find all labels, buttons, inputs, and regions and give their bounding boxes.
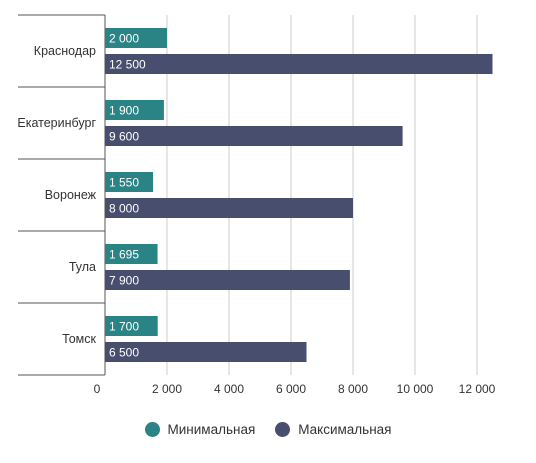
data-label: 1 900 bbox=[109, 104, 139, 118]
legend-item-max: Максимальная bbox=[275, 422, 392, 437]
legend-swatch-max bbox=[275, 422, 291, 437]
data-label: 8 000 bbox=[109, 202, 139, 216]
x-tick-label: 2 000 bbox=[152, 382, 182, 396]
x-tick-label: 12 000 bbox=[459, 382, 496, 396]
data-label: 6 500 bbox=[109, 346, 139, 360]
bar-min bbox=[105, 100, 164, 120]
data-label: 1 550 bbox=[109, 176, 139, 190]
category-label: Екатеринбург bbox=[17, 116, 96, 130]
legend-swatch-min bbox=[144, 422, 160, 437]
bar-min bbox=[105, 244, 158, 264]
bar-min bbox=[105, 316, 158, 336]
data-label: 1 700 bbox=[109, 320, 139, 334]
data-label: 12 500 bbox=[109, 58, 146, 72]
category-label: Тула bbox=[69, 260, 96, 274]
bar-max bbox=[105, 126, 403, 146]
bar-max bbox=[105, 54, 493, 74]
data-label: 9 600 bbox=[109, 130, 139, 144]
x-tick-label: 10 000 bbox=[397, 382, 434, 396]
data-label: 7 900 bbox=[109, 274, 139, 288]
category-label: Краснодар bbox=[34, 44, 96, 58]
category-label: Воронеж bbox=[45, 188, 97, 202]
x-tick-label: 6 000 bbox=[276, 382, 306, 396]
category-label: Томск bbox=[62, 332, 96, 346]
legend-item-min: Минимальная bbox=[144, 422, 256, 437]
legend: Минимальная Максимальная bbox=[0, 422, 536, 437]
x-tick-label: 8 000 bbox=[338, 382, 368, 396]
bar-max bbox=[105, 270, 350, 290]
data-label: 1 695 bbox=[109, 248, 139, 262]
bar-max bbox=[105, 342, 307, 362]
bar-max bbox=[105, 198, 353, 218]
legend-label-min: Минимальная bbox=[167, 422, 256, 437]
x-tick-label: 0 bbox=[94, 382, 101, 396]
x-tick-label: 4 000 bbox=[214, 382, 244, 396]
legend-label-max: Максимальная bbox=[298, 422, 392, 437]
data-label: 2 000 bbox=[109, 32, 139, 46]
bar-min bbox=[105, 172, 154, 192]
bar-min bbox=[105, 28, 167, 48]
